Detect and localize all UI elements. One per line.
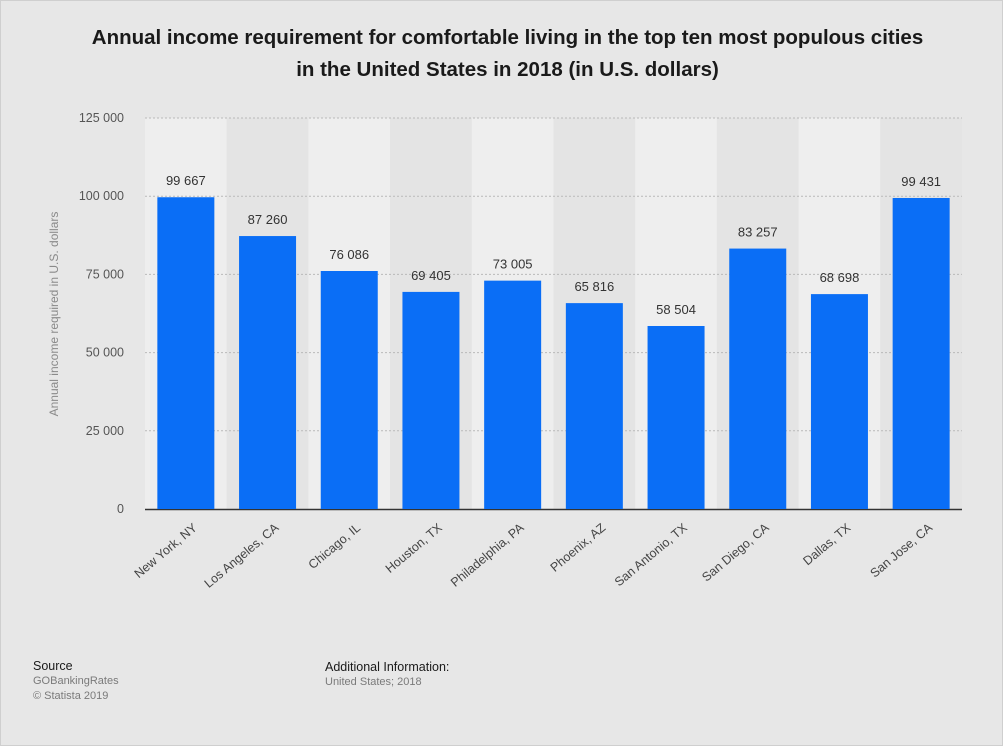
value-labels: 99 667 87 260 76 086 69 405 73 005 65 816 58 5…: [166, 173, 941, 317]
bar[interactable]: [565, 303, 623, 509]
value-label: 99 431: [901, 174, 941, 189]
x-tick-label: New York, NY: [132, 520, 201, 581]
bars: [157, 197, 950, 510]
bar[interactable]: [320, 271, 378, 509]
source-block: Source GOBankingRates © Statista 2019: [33, 659, 119, 704]
x-tick-label: Houston, TX: [383, 520, 446, 576]
y-tick-label: 25 000: [86, 424, 124, 438]
chart-title-line-2: in the United States in 2018 (in U.S. do…: [296, 58, 719, 81]
bar[interactable]: [892, 197, 950, 509]
y-tick-label: 50 000: [86, 346, 124, 360]
additional-info-line: United States; 2018: [325, 676, 422, 688]
value-label: 69 405: [411, 268, 451, 283]
x-tick-label: Los Angeles, CA: [202, 520, 282, 591]
x-tick-label: Dallas, TX: [800, 520, 853, 568]
y-axis-label: Annual income required in U.S. dollars: [47, 212, 61, 417]
y-tick-label: 0: [117, 502, 124, 516]
value-label: 65 816: [574, 279, 614, 294]
y-tick-label: 125 000: [79, 111, 124, 125]
x-tick-label: San Antonio, TX: [612, 520, 691, 589]
x-tick-label: Chicago, IL: [306, 521, 363, 572]
bar[interactable]: [810, 294, 868, 509]
copyright-line: © Statista 2019: [33, 690, 109, 702]
value-label: 58 504: [656, 302, 696, 317]
x-tick-label: Philadelphia, PA: [448, 520, 527, 590]
bar[interactable]: [484, 280, 542, 509]
value-label: 76 086: [329, 247, 369, 262]
value-label: 73 005: [493, 257, 533, 272]
x-tick-label: San Diego, CA: [699, 520, 772, 584]
value-label: 99 667: [166, 173, 206, 188]
bar[interactable]: [157, 197, 215, 509]
bar[interactable]: [729, 248, 787, 510]
bar[interactable]: [239, 236, 297, 509]
value-label: 68 698: [820, 270, 860, 285]
y-tick-label: 75 000: [86, 267, 124, 281]
x-tick-label: San Jose, CA: [868, 520, 936, 580]
x-tick-labels: New York, NY Los Angeles, CA Chicago, IL Ho…: [132, 520, 936, 591]
additional-info-block: Additional Information: United States; 2…: [325, 660, 449, 690]
chart-title-line-1: Annual income requirement for comfortabl…: [91, 26, 924, 49]
value-label: 83 257: [738, 225, 778, 240]
source-label: Source: [33, 659, 73, 673]
bar[interactable]: [402, 291, 460, 509]
value-label: 87 260: [248, 212, 288, 227]
y-tick-labels: 0 25 000 50 000 75 000 100 000 125 000: [79, 111, 124, 516]
source-line[interactable]: GOBankingRates: [33, 675, 119, 687]
bar[interactable]: [647, 325, 705, 509]
y-tick-label: 100 000: [79, 189, 124, 203]
additional-info-label: Additional Information:: [325, 660, 450, 674]
x-tick-label: Phoenix, AZ: [548, 520, 609, 574]
chart-title: Annual income requirement for comfortabl…: [60, 22, 955, 86]
